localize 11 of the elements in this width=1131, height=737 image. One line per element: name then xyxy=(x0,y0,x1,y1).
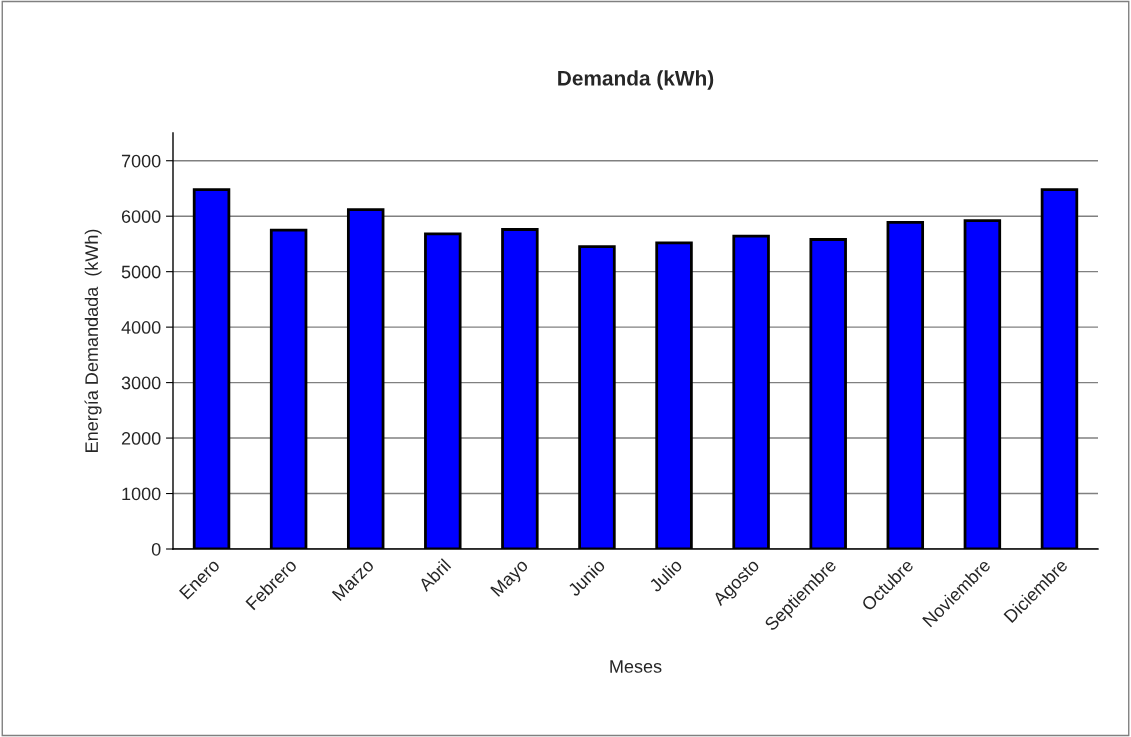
y-tick-label: 0 xyxy=(151,542,161,556)
y-axis-title: Energía Demandada (kWh) xyxy=(84,229,102,452)
y-tick-label: 1000 xyxy=(122,487,161,501)
y-tick-label: 3000 xyxy=(121,376,161,390)
y-tick-label: 2000 xyxy=(121,432,161,445)
y-tick-label: 7000 xyxy=(121,154,161,168)
y-tick-label: 5000 xyxy=(121,265,161,279)
chart-title: Demanda (kWh) xyxy=(558,70,714,90)
y-tick-label: 4000 xyxy=(121,321,161,334)
x-axis-title: Meses xyxy=(610,660,662,673)
y-tick-label: 6000 xyxy=(121,210,161,223)
